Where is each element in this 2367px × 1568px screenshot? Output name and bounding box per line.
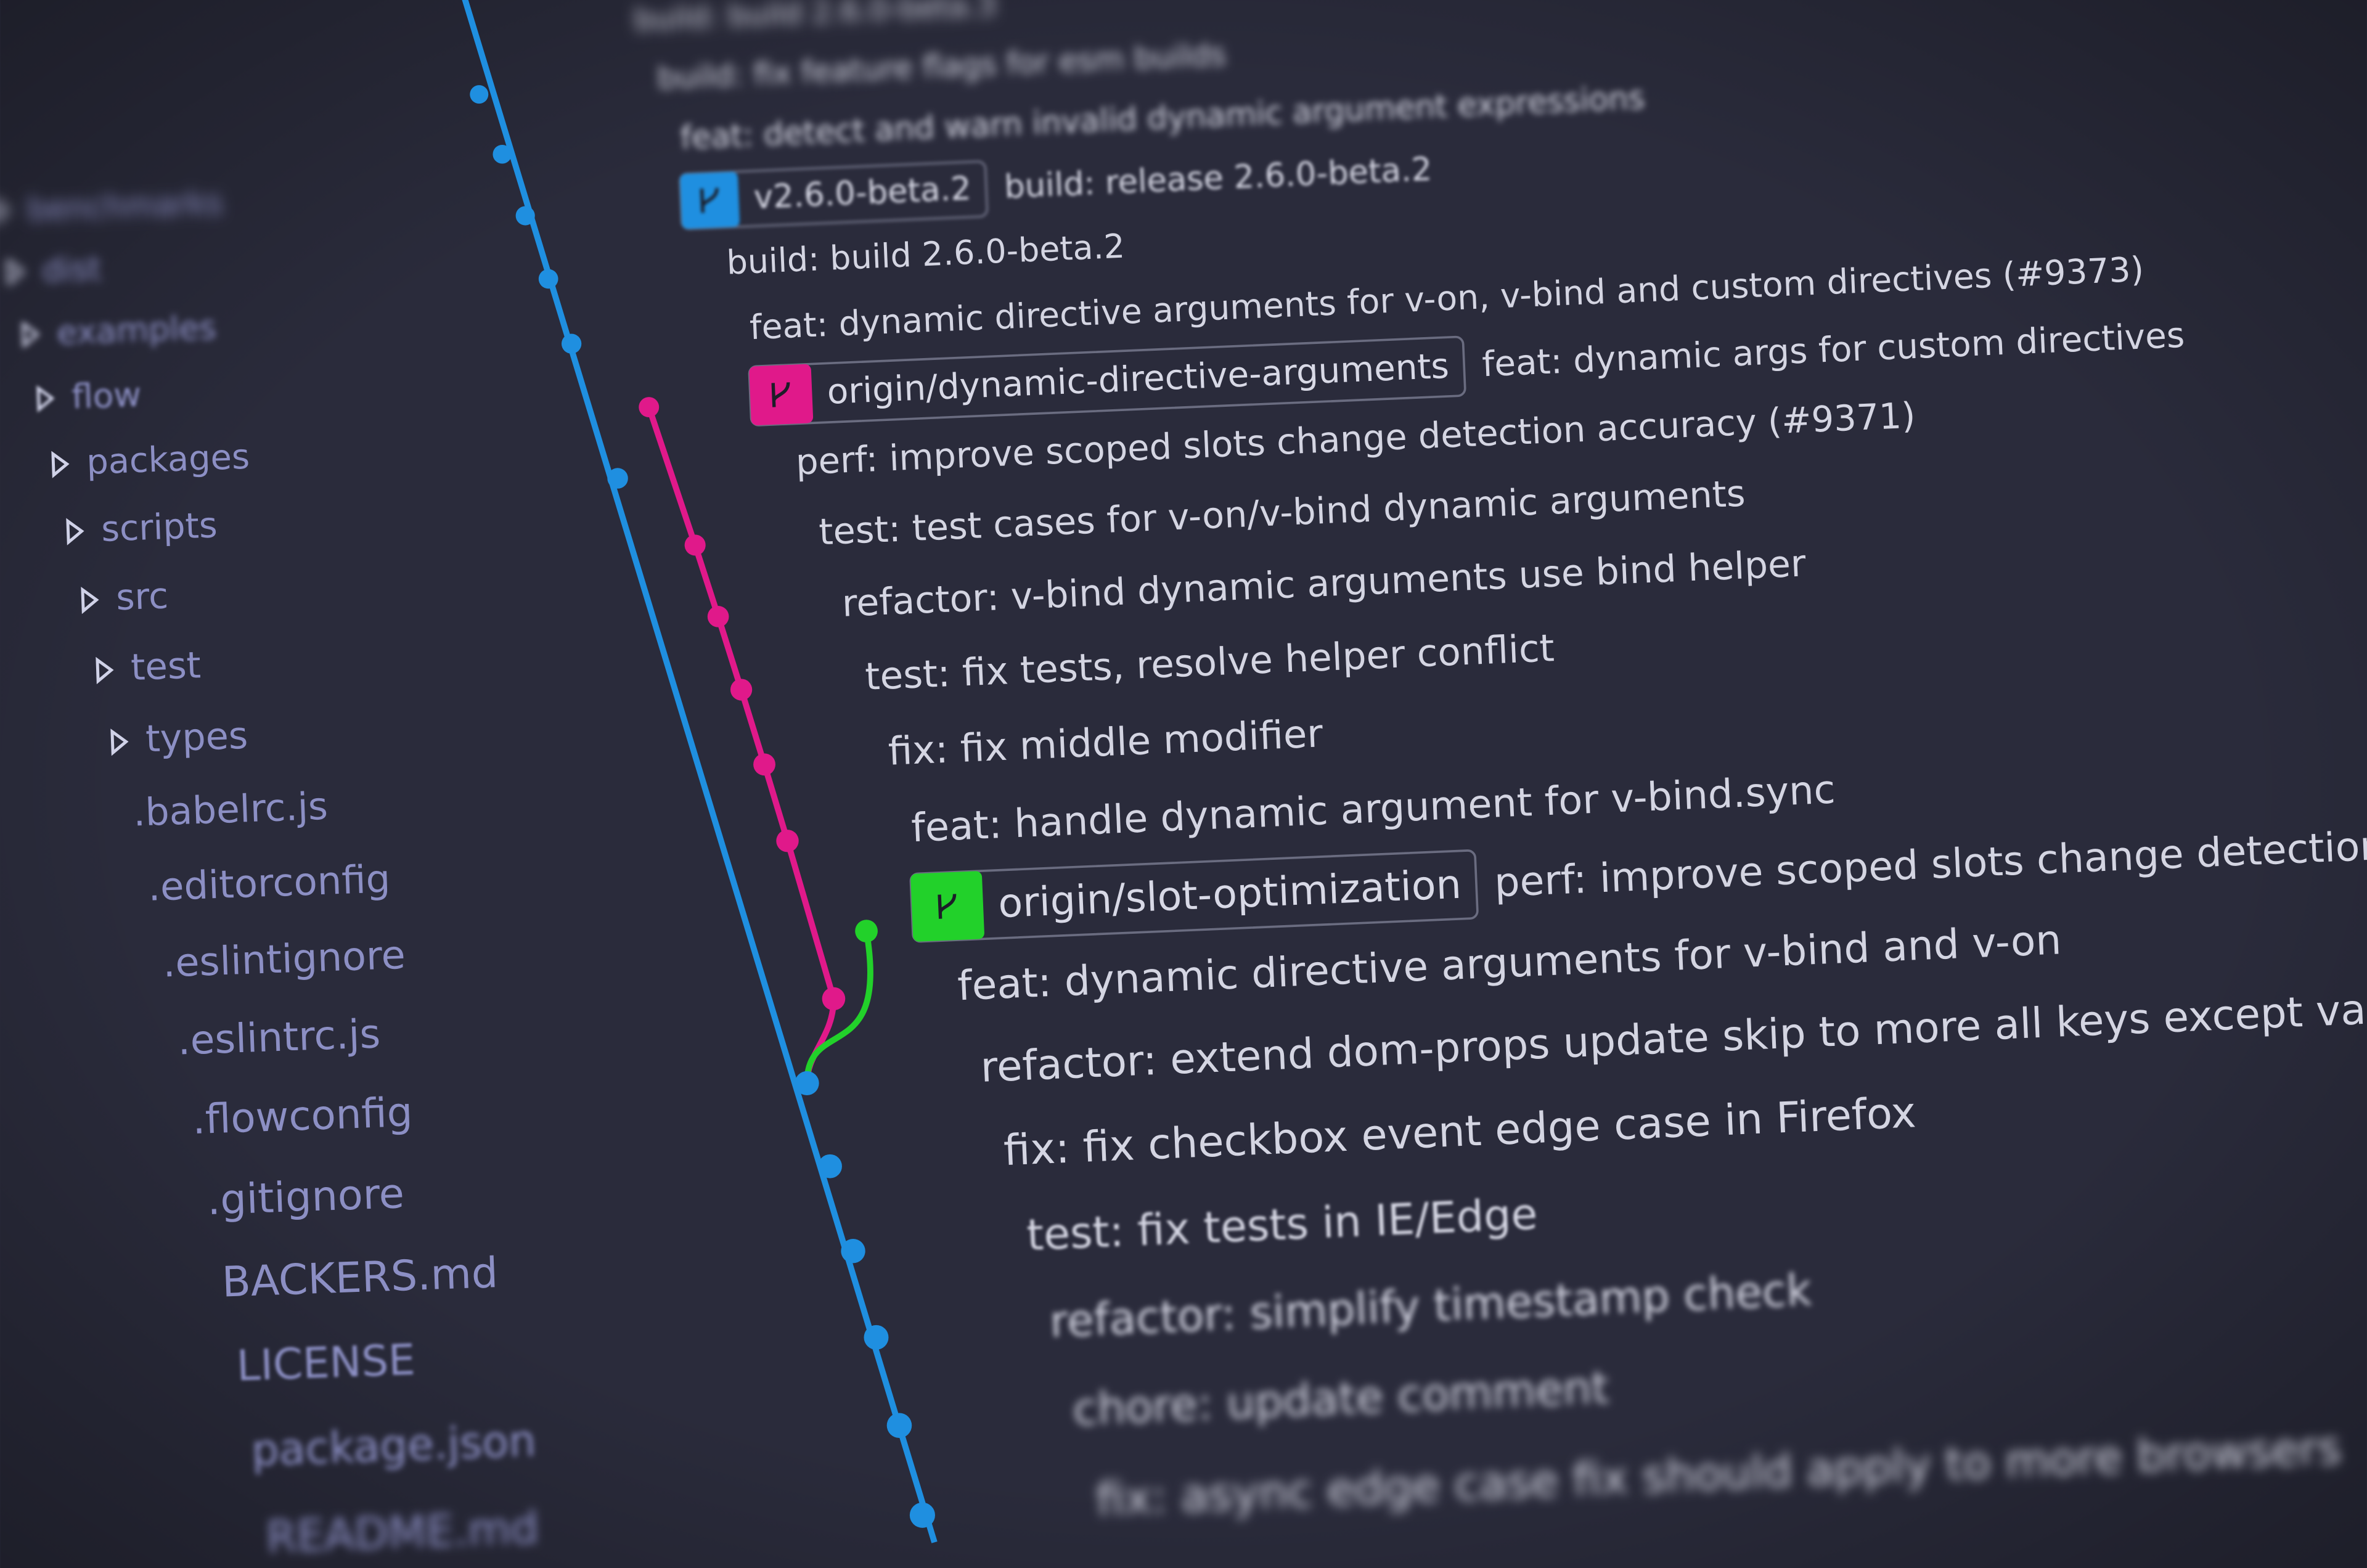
commit-dot <box>886 1413 912 1439</box>
file-name: .editorconfig <box>147 856 391 910</box>
file-name: types <box>145 714 248 761</box>
commit-dot <box>515 206 535 226</box>
expand-arrow <box>81 586 99 615</box>
file-item[interactable]: .flowconfig <box>192 1088 414 1143</box>
folder-item[interactable]: flow <box>36 374 142 417</box>
file-name: .flowconfig <box>192 1088 414 1143</box>
folder-item[interactable]: scripts <box>66 505 218 550</box>
commit-dot <box>730 679 753 701</box>
commit-dot <box>753 753 775 776</box>
folder-item[interactable]: examples <box>22 308 217 353</box>
file-name: .eslintignore <box>162 932 406 986</box>
commit-dot <box>707 606 729 627</box>
ref-label: v2.6.0-beta.2 <box>753 170 972 217</box>
commit-dot <box>538 269 558 289</box>
commit-dot <box>855 920 878 942</box>
expand-arrow <box>22 321 40 349</box>
commit-dot <box>470 85 489 104</box>
file-name: src <box>115 574 169 618</box>
file-item[interactable]: LICENSE <box>236 1335 416 1390</box>
file-name: scripts <box>100 505 218 550</box>
commit-dot <box>795 1071 819 1096</box>
commit-dot <box>909 1502 935 1528</box>
folder-item[interactable]: types <box>110 714 248 762</box>
commit-dot <box>607 468 628 489</box>
commit-dot <box>818 1154 842 1178</box>
file-name: benchmarks <box>27 184 223 228</box>
file-name: BACKERS.md <box>221 1249 499 1307</box>
file-item[interactable]: .babelrc.js <box>133 785 329 835</box>
file-name: package.json <box>251 1416 537 1476</box>
expand-arrow <box>0 197 10 225</box>
folder-item[interactable]: benchmarks <box>0 184 223 229</box>
expand-arrow <box>36 385 55 413</box>
expand-arrow <box>66 518 84 545</box>
expand-arrow <box>110 729 129 756</box>
file-item[interactable]: BACKERS.md <box>221 1249 499 1307</box>
folder-item[interactable]: src <box>81 574 169 619</box>
commit-dot <box>776 830 799 852</box>
file-name: .babelrc.js <box>133 785 329 835</box>
commit-dot <box>684 534 706 556</box>
file-item[interactable]: .eslintignore <box>162 932 406 986</box>
commit-dot <box>493 144 512 164</box>
file-item[interactable]: .gitignore <box>206 1169 405 1224</box>
ref-badge <box>679 160 989 231</box>
file-item[interactable]: README.md <box>266 1502 540 1562</box>
folder-item[interactable]: packages <box>51 437 250 484</box>
file-item[interactable]: .eslintrc.js <box>177 1011 381 1064</box>
commit-dot <box>561 333 582 354</box>
branch-icon <box>771 382 790 407</box>
file-name: dist <box>41 250 102 289</box>
branch-icon <box>938 894 957 919</box>
commit-dot <box>864 1325 889 1350</box>
expand-arrow <box>51 451 70 478</box>
commit-dot <box>841 1239 865 1264</box>
commit-graph <box>462 0 938 1543</box>
commit-dot <box>822 987 846 1011</box>
file-name: README.md <box>266 1502 540 1562</box>
file-name: .eslintrc.js <box>177 1011 381 1064</box>
file-name: examples <box>56 308 217 352</box>
folder-item[interactable]: dist <box>7 250 102 290</box>
file-tree: benchmarks dist examples flow packages script… <box>0 184 540 1563</box>
expand-arrow <box>7 258 25 286</box>
merge-line <box>804 930 873 1084</box>
expand-arrow <box>96 656 114 685</box>
file-item[interactable]: .editorconfig <box>147 856 391 910</box>
folder-item[interactable]: test <box>96 643 202 690</box>
file-name: test <box>130 643 202 688</box>
file-name: flow <box>71 374 142 416</box>
commit-dot <box>639 397 660 418</box>
file-name: .gitignore <box>206 1169 405 1224</box>
file-name: LICENSE <box>236 1335 416 1390</box>
branch-icon <box>700 187 719 213</box>
file-name: packages <box>86 437 250 483</box>
file-item[interactable]: package.json <box>251 1416 537 1476</box>
branch-line <box>462 0 938 1543</box>
